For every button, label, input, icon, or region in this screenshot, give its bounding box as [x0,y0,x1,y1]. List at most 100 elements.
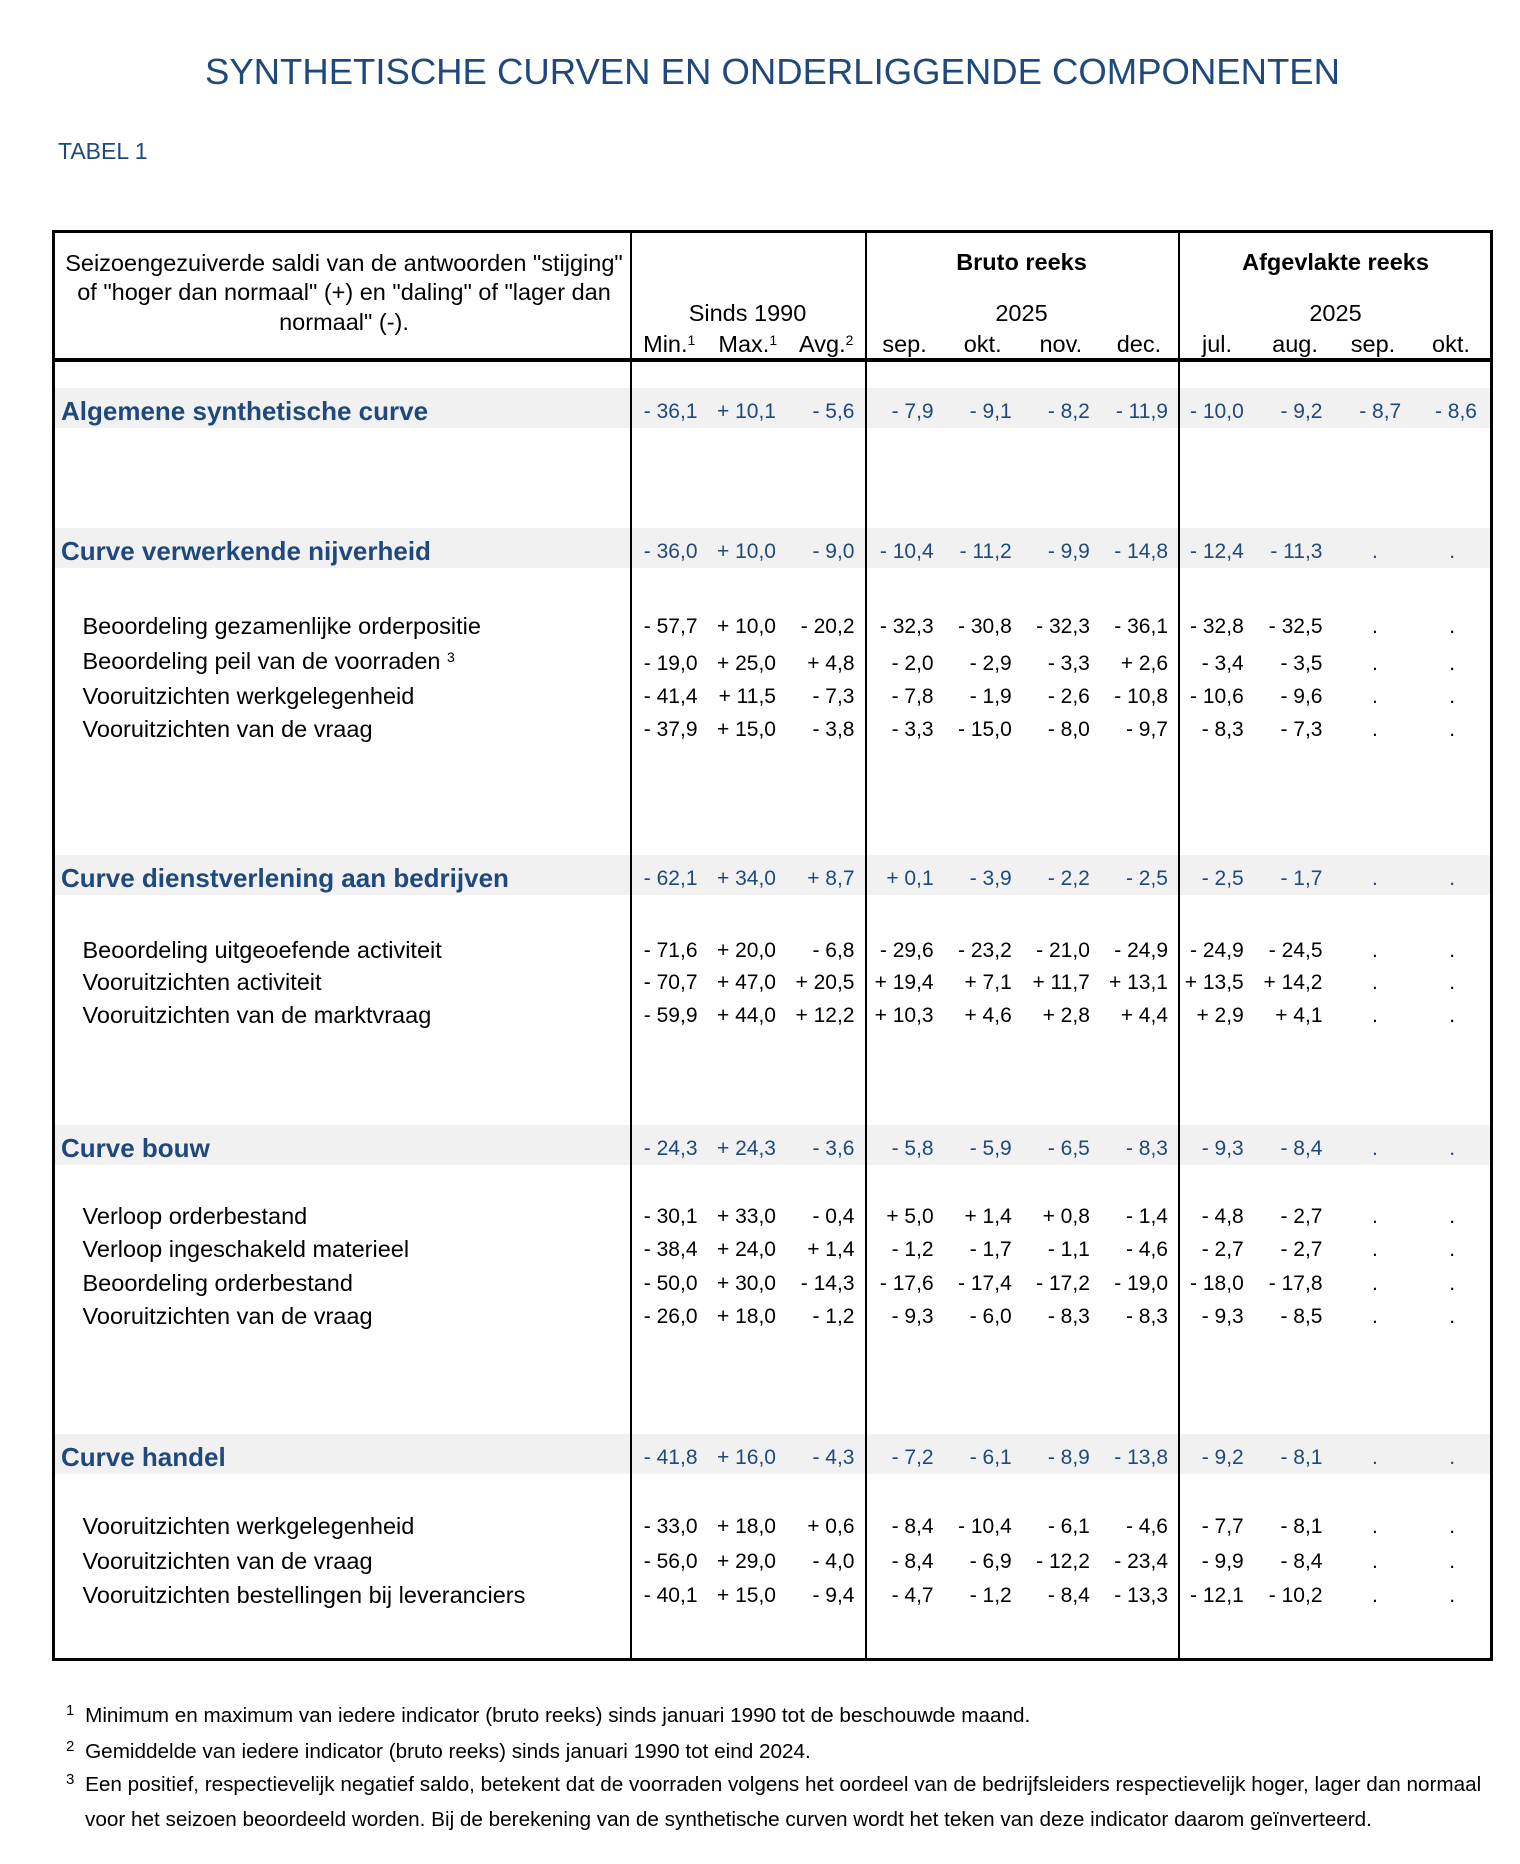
section-label: Curve dienstverlening aan bedrijven [61,862,509,893]
indicator-label: Beoordeling uitgeoefende activiteit [82,936,442,963]
value-cell: - 2,7 [1280,1238,1323,1262]
section-label: Curve handel [61,1441,226,1472]
value-cell: - 26,0 [643,1305,698,1328]
value-cell: - 9,0 [812,539,855,563]
indicator-row: Vooruitzichten van de vraag - 26,0 + 18,0 -… [55,1300,1490,1333]
value-cell: . [1371,651,1378,675]
value-cell: - 10,4 [879,539,934,563]
value-cell: - 4,3 [812,1445,855,1469]
value-cell: - 18,0 [1190,1271,1244,1295]
value-cell: + 0,1 [886,866,934,890]
value-cell: - 14,8 [1114,539,1168,563]
value-cell: + 44,0 [717,1003,776,1027]
value-cell: - 8,1 [1280,1445,1323,1469]
value-cell: . [1371,1003,1378,1027]
indicator-label: Verloop orderbestand [82,1203,308,1230]
value-cell: + 24,3 [717,1136,776,1160]
value-cell: - 9,1 [969,399,1012,423]
value-cell: + 15,0 [717,717,776,741]
value-cell: + 4,6 [964,1003,1012,1027]
indicator-row: Beoordeling peil van de voorraden 3 - 19,… [55,647,1490,680]
value-cell: - 23,2 [958,938,1012,962]
value-cell: - 9,2 [1280,399,1323,423]
value-cell: - 32,8 [1190,614,1244,638]
table-description: Seizoengezuiverde saldi van de antwoorde… [65,250,623,335]
value-cell: - 10,8 [1114,684,1168,708]
value-cell: - 36,0 [643,539,698,563]
value-cell: - 38,4 [643,1238,698,1262]
value-cell: - 33,0 [643,1515,698,1539]
value-cell: - 2,7 [1201,1238,1244,1262]
value-cell: - 59,9 [643,1003,698,1027]
value-cell: - 23,4 [1114,1549,1168,1573]
value-cell: + 14,2 [1263,971,1323,995]
value-cell: - 56,0 [643,1549,698,1573]
table-divider-1 [630,233,632,1658]
indicator-row: Vooruitzichten bestellingen bij leveranc… [55,1579,1490,1612]
value-cell: - 4,8 [1201,1205,1244,1229]
column-group-afgevlakte-year: 2025 [1309,300,1362,326]
value-cell: - 71,6 [643,938,698,962]
value-cell: + 10,0 [717,539,776,563]
value-cell: . [1449,866,1456,890]
value-cell: - 32,3 [879,614,934,638]
value-cell: - 3,3 [891,717,934,741]
value-cell: - 4,0 [812,1549,855,1573]
value-cell: - 1,2 [812,1305,855,1328]
value-cell: . [1449,1305,1456,1328]
value-cell: + 8,7 [807,866,855,890]
section-row: Curve handel - 41,8 + 16,0 - 4,3 - 7,2 - 6,1 -… [55,1434,1490,1474]
indicator-label: Vooruitzichten bestellingen bij leveranc… [82,1582,526,1609]
value-cell: + 30,0 [717,1271,776,1295]
value-cell: . [1449,1515,1456,1539]
value-cell: - 8,4 [1280,1549,1323,1573]
value-cell: - 3,8 [812,717,855,741]
column-group-bruto-year: 2025 [995,300,1048,326]
value-cell: - 40,1 [643,1584,698,1608]
indicator-label: Vooruitzichten van de marktvraag [82,1001,432,1028]
footnote-marker-icon: 1 [66,1702,75,1719]
column-header-month: aug. [1272,331,1318,357]
value-cell: + 20,0 [717,938,776,962]
footnote-marker-icon: 3 [447,649,455,665]
value-cell: - 7,3 [1280,717,1323,741]
value-cell: + 29,0 [717,1549,776,1573]
column-header-max: Max.1 [718,331,778,357]
column-header-month: jul. [1201,331,1233,357]
value-cell: - 2,0 [891,651,934,675]
value-cell: - 8,0 [1047,717,1090,741]
value-cell: - 70,7 [643,971,698,995]
value-cell: + 2,8 [1042,1003,1090,1027]
value-cell: + 25,0 [717,651,776,675]
value-cell: - 4,6 [1125,1515,1168,1539]
value-cell: + 18,0 [717,1305,776,1328]
value-cell: . [1449,539,1456,563]
value-cell: - 62,1 [643,866,698,890]
value-cell: . [1449,717,1456,741]
value-cell: - 41,8 [643,1445,698,1469]
footnote-1: 1 Minimum en maximum van iedere indicato… [66,1702,1031,1727]
value-cell: - 6,9 [969,1549,1012,1573]
value-cell: + 0,6 [807,1515,855,1539]
section-row: Curve bouw - 24,3 + 24,3 - 3,6 - 5,8 - 5,9 - 6… [55,1125,1490,1165]
value-cell: - 8,3 [1047,1305,1090,1328]
value-cell: - 1,2 [891,1238,934,1262]
value-cell: - 3,4 [1201,651,1244,675]
value-cell: - 0,4 [812,1205,855,1229]
value-cell: - 8,6 [1434,399,1477,423]
column-header-avg: Avg.2 [799,331,854,357]
value-cell: + 11,5 [718,684,776,708]
value-cell: - 36,1 [1114,614,1168,638]
value-cell: . [1371,938,1378,962]
value-cell: - 6,0 [969,1305,1012,1328]
value-cell: + 10,3 [874,1003,934,1027]
indicator-row: Beoordeling orderbestand - 50,0 + 30,0 - 14… [55,1267,1490,1300]
value-cell: + 33,0 [717,1205,776,1229]
table-divider-2 [864,233,867,1658]
value-cell: - 8,1 [1280,1515,1323,1539]
value-cell: . [1371,1515,1378,1539]
value-cell: . [1449,1549,1456,1573]
indicator-row: Vooruitzichten werkgelegenheid - 33,0 + 18… [55,1510,1490,1543]
value-cell: - 10,0 [1190,399,1244,423]
section-row: Algemene synthetische curve - 36,1 + 10,1 -… [55,388,1490,428]
